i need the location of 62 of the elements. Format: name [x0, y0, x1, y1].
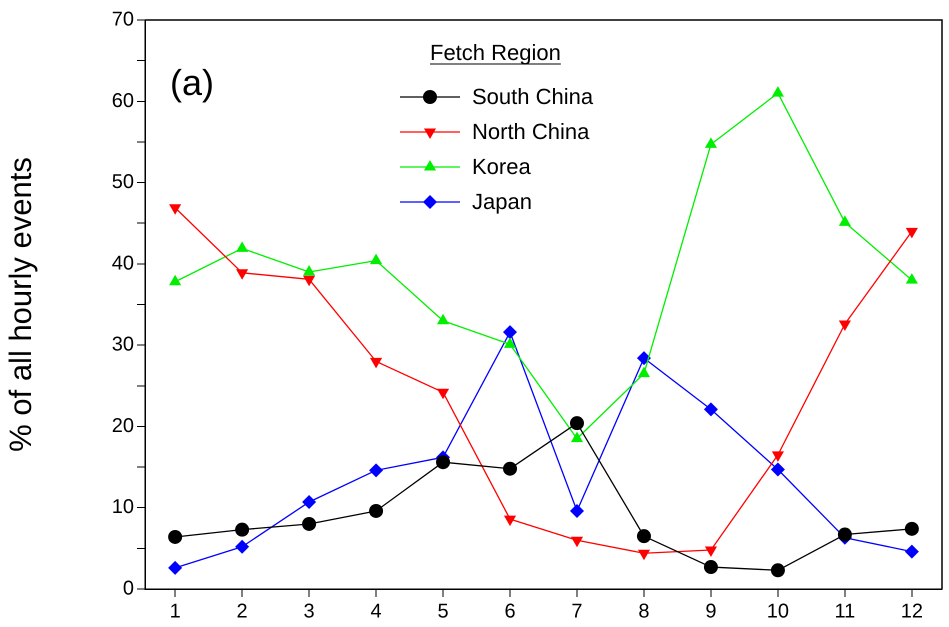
point — [169, 274, 182, 286]
point — [235, 540, 250, 554]
legend-title: Fetch Region — [430, 40, 561, 65]
point — [904, 544, 919, 559]
point — [235, 522, 250, 537]
y-tick-label: 40 — [112, 252, 134, 274]
point — [770, 563, 785, 578]
y-tick-label: 10 — [112, 496, 134, 518]
point — [636, 351, 651, 366]
x-tick-label: 6 — [504, 600, 516, 623]
point — [369, 463, 384, 478]
point — [570, 432, 584, 442]
point — [370, 254, 382, 264]
point — [570, 416, 584, 430]
y-tick-label: 50 — [112, 171, 134, 194]
y-tick-label: 70 — [112, 8, 134, 31]
point — [770, 462, 785, 477]
point — [772, 86, 784, 97]
y-tick-label: 30 — [112, 334, 134, 356]
x-tick-label: 12 — [900, 600, 923, 623]
legend-label: North China — [472, 119, 590, 144]
x-tick-label: 5 — [437, 600, 449, 623]
x-tick-label: 2 — [236, 600, 248, 623]
point — [303, 264, 316, 276]
x-tick-label: 7 — [571, 600, 583, 623]
point — [704, 560, 718, 574]
point — [704, 546, 717, 557]
x-tick-label: 10 — [766, 600, 790, 623]
x-tick-label: 3 — [304, 600, 315, 623]
y-axis-title: % of all hourly events — [3, 157, 38, 452]
point — [168, 530, 182, 544]
x-tick-label: 11 — [834, 600, 856, 623]
point — [236, 241, 248, 252]
point — [504, 337, 516, 348]
legend-label: Korea — [472, 154, 532, 180]
point — [570, 504, 584, 518]
point — [838, 528, 852, 542]
x-tick-label: 8 — [638, 600, 650, 623]
point — [369, 504, 384, 518]
point — [302, 516, 316, 531]
point — [436, 455, 450, 470]
point — [904, 522, 919, 536]
legend-label: South China — [472, 84, 594, 110]
point — [704, 402, 718, 416]
point — [906, 273, 918, 284]
point — [436, 314, 450, 324]
legend-label: Japan — [472, 189, 532, 214]
point — [636, 529, 651, 544]
point — [168, 560, 182, 575]
y-tick-label: 60 — [112, 90, 134, 112]
point — [503, 462, 518, 476]
x-tick-label: 1 — [170, 600, 181, 623]
point — [503, 325, 518, 340]
point — [838, 215, 851, 226]
point — [638, 366, 650, 378]
annotation: (a) — [170, 62, 214, 103]
y-tick-label: 0 — [122, 578, 134, 600]
y-tick-label: 20 — [112, 414, 134, 437]
x-tick-label: 4 — [370, 600, 382, 623]
point — [302, 495, 316, 510]
x-tick-label: 9 — [705, 600, 716, 623]
point — [704, 137, 717, 148]
